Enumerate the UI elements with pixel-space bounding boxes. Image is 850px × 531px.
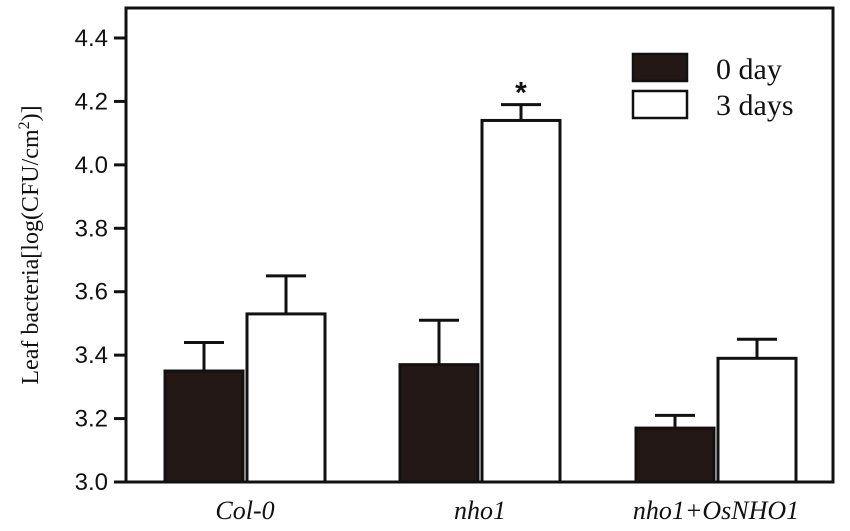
bar-0-day [398, 363, 480, 484]
y-tick-label: 3.8 [75, 215, 108, 242]
y-tick-label: 4.2 [75, 88, 108, 115]
legend-swatch-3-days [631, 89, 689, 120]
legend-label-3-days: 3 days [716, 89, 794, 122]
legend-label-0-day: 0 day [716, 53, 782, 86]
y-tick-label: 4.0 [75, 152, 108, 179]
bar-3-days [716, 356, 798, 484]
y-tick-label: 3.4 [75, 342, 108, 369]
legend-swatch-0-day [631, 52, 689, 83]
x-axis-ticks: Col-0 nho1 nho1+OsNHO1 [215, 496, 799, 525]
significance-asterisk: * [515, 77, 527, 110]
legend: 0 day 3 days [631, 52, 794, 122]
y-axis-title-end: )] [18, 105, 44, 121]
bar-0-day [634, 426, 716, 484]
y-axis-title: Leaf bacteria[log(CFU/cm2)] [16, 105, 44, 384]
x-category-label: Col-0 [215, 496, 274, 525]
y-axis-title-main: Leaf bacteria[log(CFU/cm [18, 129, 44, 385]
y-tick-label: 3.2 [75, 406, 108, 433]
x-category-label: nho1 [454, 496, 506, 525]
bars-group [163, 103, 798, 484]
annotations-group: * [515, 77, 527, 110]
y-tick-label: 4.4 [75, 25, 108, 52]
bar-3-days [480, 118, 562, 484]
y-axis-ticks: 3.0 3.2 3.4 3.6 3.8 4.0 4.2 4.4 [75, 25, 126, 496]
y-tick-label: 3.0 [75, 469, 108, 496]
y-axis-title-superscript: 2 [16, 121, 33, 129]
bar-3-days [245, 312, 327, 484]
y-tick-label: 3.6 [75, 279, 108, 306]
x-category-label: nho1+OsNHO1 [633, 496, 799, 525]
bar-0-day [163, 369, 245, 484]
